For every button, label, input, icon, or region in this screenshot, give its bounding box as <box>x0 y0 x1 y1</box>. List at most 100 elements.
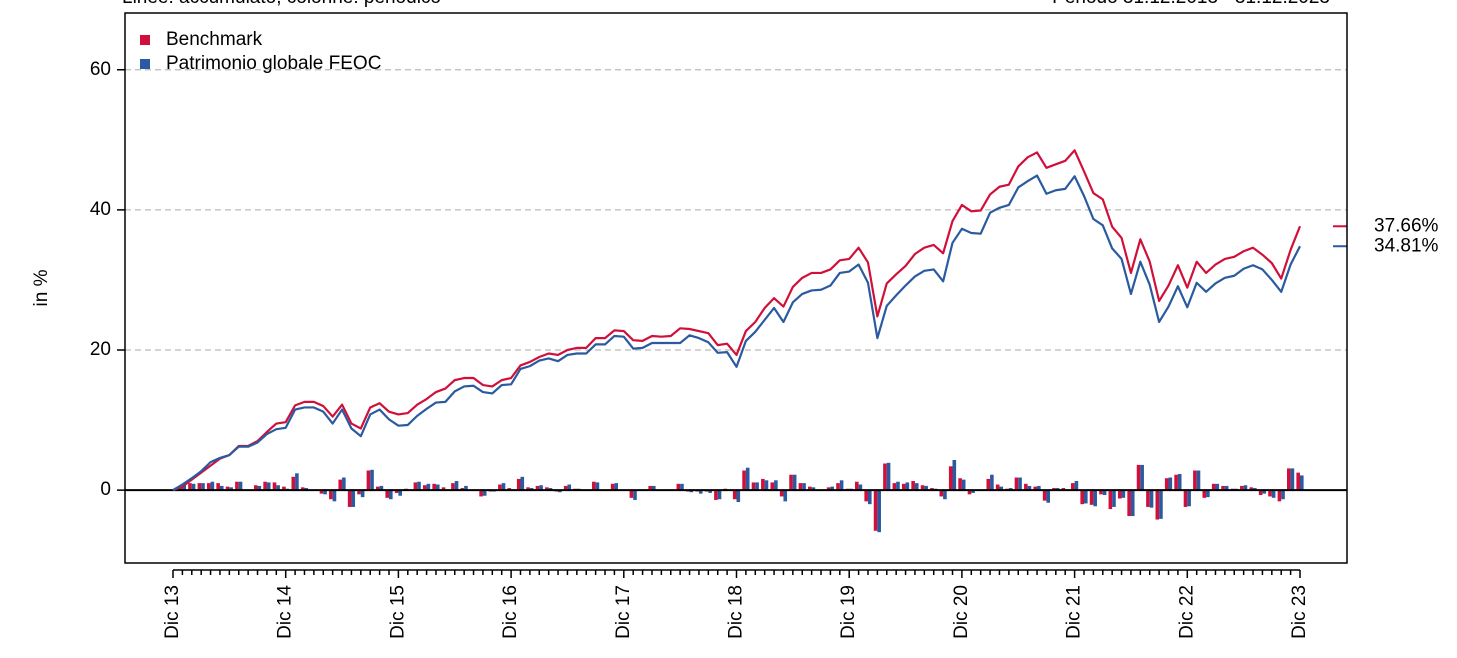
cumulative-line <box>172 174 1301 492</box>
period-bar <box>886 462 891 491</box>
x-tick-label: Dic 14 <box>275 585 296 639</box>
period-bar <box>1052 488 1056 491</box>
period-bar <box>379 485 384 491</box>
period-bar <box>610 483 615 491</box>
period-bar <box>867 490 872 505</box>
period-bar <box>967 490 972 495</box>
period-bar <box>1240 485 1244 491</box>
period-bar <box>376 486 380 491</box>
period-bar <box>1277 490 1282 502</box>
period-bar <box>1249 487 1254 491</box>
period-bar <box>629 490 634 498</box>
legend-label: Benchmark <box>166 29 263 50</box>
period-bar <box>877 490 881 533</box>
period-bar <box>360 490 365 498</box>
period-bar <box>651 485 656 491</box>
cumulative-line <box>172 149 1302 492</box>
period-bar <box>454 481 459 491</box>
period-bar <box>1215 483 1220 491</box>
period-bar <box>1102 490 1107 496</box>
period-bar <box>370 469 374 491</box>
period-bar <box>329 490 333 500</box>
period-bar <box>516 478 521 491</box>
period-bar <box>323 490 327 495</box>
x-tick-label: Dic 18 <box>726 585 747 639</box>
period-bar <box>394 490 399 493</box>
period-bar <box>435 484 440 491</box>
period-bar <box>1183 490 1188 507</box>
period-bar <box>1033 486 1038 491</box>
period-bar <box>1281 490 1285 500</box>
period-bar <box>873 490 878 531</box>
period-bar <box>943 490 947 500</box>
period-bar <box>182 484 186 491</box>
period-bar <box>526 487 530 491</box>
period-bar <box>567 484 572 491</box>
period-bar <box>1074 481 1079 491</box>
period-bar <box>1202 490 1207 498</box>
period-bar <box>464 485 468 491</box>
period-bar <box>1042 490 1047 501</box>
period-bar <box>1037 485 1041 491</box>
period-bar <box>755 482 759 491</box>
y-tick-label: 40 <box>90 199 111 220</box>
period-bar <box>432 483 436 491</box>
period-bar <box>680 483 684 491</box>
x-tick-label: Dic 15 <box>387 585 408 639</box>
period-bar <box>614 483 619 491</box>
period-bar <box>732 490 737 500</box>
period-bar <box>219 485 224 491</box>
period-bar <box>319 490 324 494</box>
period-bar <box>210 481 215 491</box>
x-tick-label: Dic 20 <box>951 585 972 639</box>
period-bar <box>811 487 816 491</box>
period-bar <box>948 466 953 491</box>
period-bar <box>1159 490 1163 519</box>
y-axis-label: in % <box>31 269 52 306</box>
period-bar <box>1008 488 1013 491</box>
period-bar <box>676 483 681 491</box>
period-bar <box>783 490 788 502</box>
period-bar <box>770 482 775 491</box>
period-bar <box>930 488 934 491</box>
period-bar <box>952 460 957 491</box>
period-bar <box>1089 490 1094 505</box>
period-bar <box>385 490 390 498</box>
period-bar <box>1168 477 1173 491</box>
period-bar <box>1187 490 1191 507</box>
period-bar <box>911 481 915 491</box>
x-tick-label: Dic 16 <box>500 585 521 639</box>
period-bar <box>417 481 421 491</box>
period-bar <box>291 476 296 491</box>
period-bar <box>896 481 900 491</box>
period-bar <box>920 485 925 491</box>
period-bar <box>1243 485 1248 491</box>
period-bar <box>1121 490 1126 498</box>
period-bar <box>1300 475 1304 491</box>
period-bar <box>864 490 868 502</box>
x-tick-label: Dic 21 <box>1064 585 1085 639</box>
period-bar <box>535 485 540 491</box>
period-bar <box>507 488 512 491</box>
annotation-right: Periodo 31.12.2013 - 31.12.2023 <box>1052 0 1330 8</box>
period-bar <box>774 480 778 491</box>
period-bar <box>742 470 746 491</box>
period-bar <box>714 490 718 500</box>
y-tick-label: 20 <box>90 339 111 360</box>
period-bar <box>826 487 831 491</box>
period-bar <box>1027 485 1032 491</box>
period-bar <box>858 484 863 491</box>
period-bar <box>238 481 243 491</box>
period-bar <box>839 480 844 491</box>
period-bar <box>986 478 991 491</box>
period-bar <box>592 481 596 491</box>
period-bar <box>1177 474 1182 491</box>
period-bar <box>648 485 652 491</box>
period-bar <box>206 483 211 491</box>
period-bar <box>342 477 346 491</box>
period-bar <box>1221 485 1225 491</box>
period-bar <box>905 482 910 491</box>
period-bar <box>548 488 553 491</box>
period-bar <box>961 479 966 491</box>
